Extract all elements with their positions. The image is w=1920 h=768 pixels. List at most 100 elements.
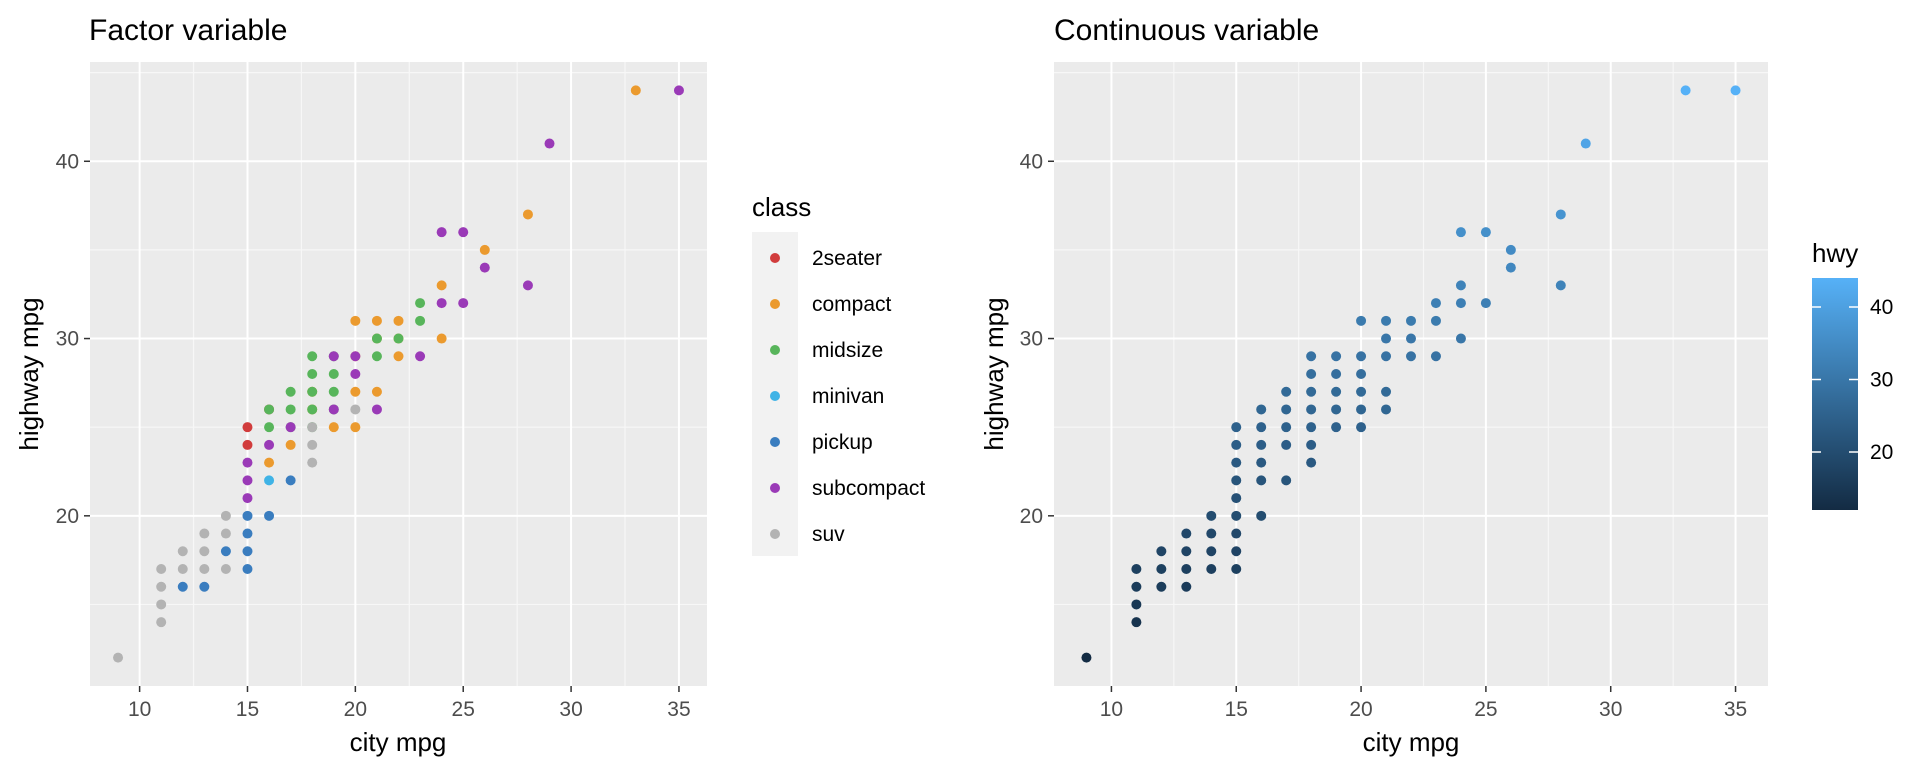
data-point xyxy=(544,138,555,149)
colorbar xyxy=(1812,278,1858,510)
axis-ticks: 10 15 20 25 30 35 20 30 40 xyxy=(56,150,691,721)
data-point xyxy=(307,386,318,397)
data-point xyxy=(199,528,210,539)
data-point xyxy=(1131,599,1142,610)
data-point xyxy=(242,564,253,574)
points-layer xyxy=(113,85,684,663)
colorbar-label: 20 xyxy=(1870,441,1893,464)
data-point xyxy=(1356,315,1367,326)
x-tick-label: 35 xyxy=(1724,698,1747,721)
y-tick-label: 20 xyxy=(56,505,79,528)
continuous-panel: Continuous variable 10 15 20 25 30 35 20 30 40 c… xyxy=(979,14,1893,757)
data-point xyxy=(1281,475,1292,486)
data-point xyxy=(371,333,382,344)
data-point xyxy=(1256,404,1267,415)
data-point xyxy=(1555,280,1566,291)
data-point xyxy=(393,315,404,326)
data-point xyxy=(1505,244,1516,255)
data-point xyxy=(371,315,382,326)
data-point xyxy=(350,422,361,433)
data-point xyxy=(328,386,339,397)
data-point xyxy=(630,85,641,96)
data-point xyxy=(199,546,210,557)
data-point xyxy=(415,351,426,362)
data-point xyxy=(1131,617,1142,628)
data-point xyxy=(307,369,318,379)
x-axis-title: city mpg xyxy=(1363,727,1460,757)
data-point xyxy=(1480,298,1491,309)
data-point xyxy=(350,386,361,397)
data-point xyxy=(1256,475,1267,486)
data-point xyxy=(177,581,188,592)
x-tick-label: 20 xyxy=(344,698,367,721)
data-point xyxy=(264,457,275,468)
data-point xyxy=(1131,581,1142,592)
colorbar-label: 30 xyxy=(1870,369,1893,392)
data-point xyxy=(328,404,339,415)
data-point xyxy=(350,315,361,326)
data-point xyxy=(1406,333,1416,344)
legend-label: pickup xyxy=(812,431,873,454)
data-point xyxy=(1381,404,1392,415)
data-point xyxy=(307,457,318,468)
data-point xyxy=(220,510,231,521)
data-point xyxy=(307,422,318,433)
gridlines xyxy=(1054,62,1768,686)
data-point xyxy=(1256,510,1267,521)
data-point xyxy=(177,546,188,557)
data-point xyxy=(393,351,404,362)
data-point xyxy=(1231,546,1242,557)
y-tick-label: 40 xyxy=(1020,150,1043,173)
data-point xyxy=(673,85,684,96)
data-point xyxy=(242,475,253,486)
x-tick-label: 35 xyxy=(667,698,690,721)
legend-label: minivan xyxy=(812,385,884,408)
x-tick-label: 25 xyxy=(1474,698,1497,721)
data-point xyxy=(1256,422,1267,433)
data-point xyxy=(242,510,253,521)
data-point xyxy=(177,564,188,574)
data-point xyxy=(1730,85,1741,96)
data-point xyxy=(285,475,296,486)
data-point xyxy=(436,227,447,238)
x-tick-label: 10 xyxy=(128,698,151,721)
plot-background xyxy=(90,62,707,686)
data-point xyxy=(1156,581,1167,592)
data-point xyxy=(1306,457,1317,468)
data-point xyxy=(1381,315,1392,326)
data-point xyxy=(1430,298,1441,309)
data-point xyxy=(1231,475,1242,486)
data-point xyxy=(436,280,447,291)
data-point xyxy=(307,439,318,450)
data-point xyxy=(1231,422,1242,433)
data-point xyxy=(156,581,167,592)
data-point xyxy=(479,244,490,255)
x-tick-label: 30 xyxy=(1599,698,1622,721)
data-point xyxy=(264,475,275,486)
colorbar-label: 40 xyxy=(1870,296,1893,319)
data-point xyxy=(522,280,533,291)
data-point xyxy=(285,386,296,397)
data-point xyxy=(1206,546,1217,557)
data-point xyxy=(264,404,275,415)
data-point xyxy=(1480,227,1491,238)
data-point xyxy=(371,386,382,397)
data-point xyxy=(264,422,275,433)
data-point xyxy=(1131,564,1142,574)
data-point xyxy=(1455,227,1466,238)
data-point xyxy=(1406,351,1416,362)
data-point xyxy=(1356,386,1367,397)
panel-title: Factor variable xyxy=(89,14,287,47)
x-axis-title: city mpg xyxy=(350,727,447,757)
data-point xyxy=(199,581,210,592)
legend-label: midsize xyxy=(812,339,883,362)
legend-label: subcompact xyxy=(812,477,925,500)
legend-label: suv xyxy=(812,523,845,546)
data-point xyxy=(371,404,382,415)
data-point xyxy=(1331,351,1342,362)
data-point xyxy=(1231,493,1242,504)
data-point xyxy=(1331,422,1342,433)
data-point xyxy=(371,351,382,362)
data-point xyxy=(328,422,339,433)
y-axis-title: highway mpg xyxy=(14,297,44,450)
